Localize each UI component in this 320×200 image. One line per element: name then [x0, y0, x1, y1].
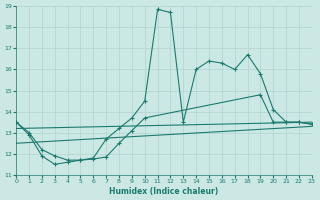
X-axis label: Humidex (Indice chaleur): Humidex (Indice chaleur) — [109, 187, 219, 196]
